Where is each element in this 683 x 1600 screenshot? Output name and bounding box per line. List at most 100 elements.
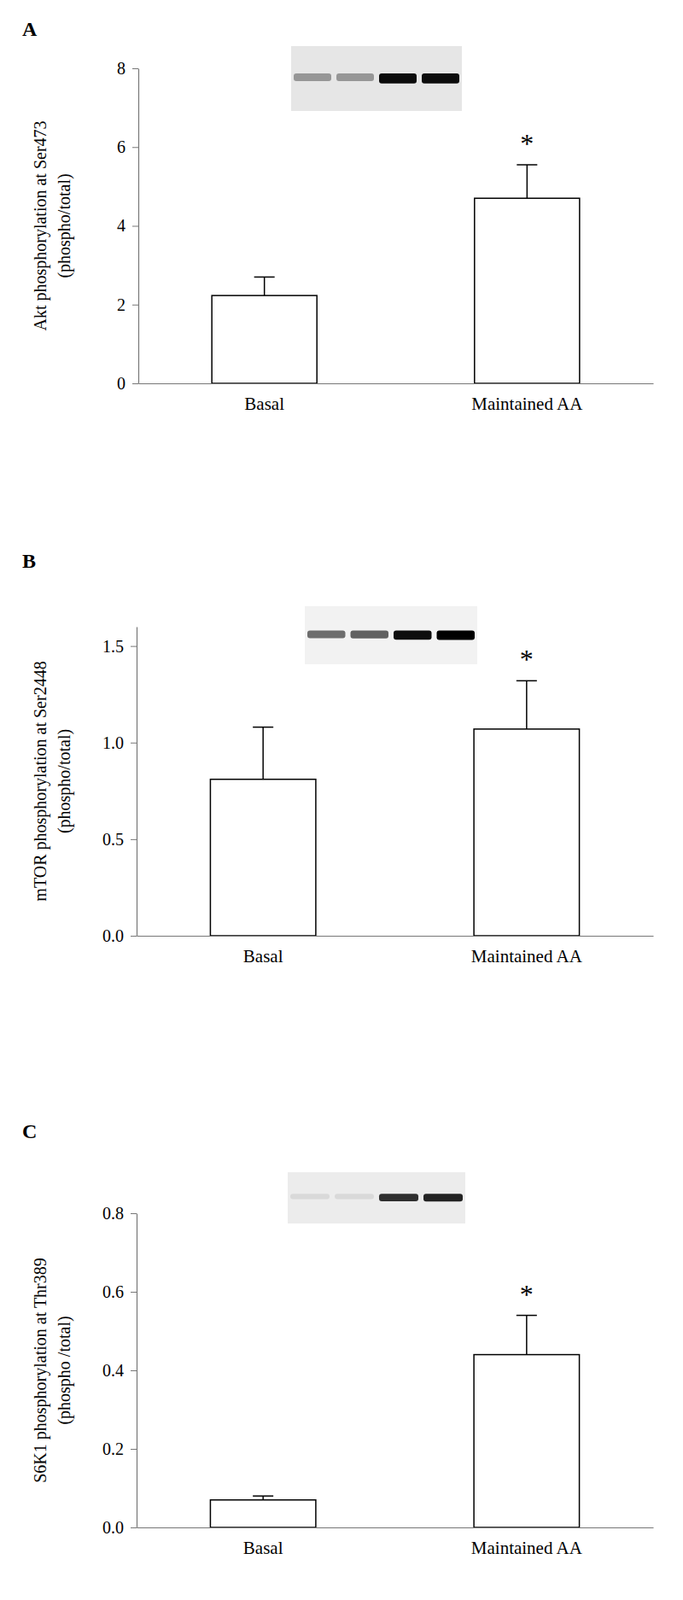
x-tick-label: Maintained AA (471, 393, 584, 415)
error-bar (516, 164, 538, 199)
panel-label: C (22, 1120, 37, 1143)
x-tick: Maintained AA (471, 935, 584, 967)
error-bar (252, 727, 274, 780)
error-cap (516, 1314, 538, 1317)
error-bar (254, 276, 275, 296)
blot-band (307, 630, 346, 639)
y-axis-title: S6K1 phosphorylation at Thr389 (30, 1257, 51, 1483)
error-cap (252, 1494, 274, 1497)
significance-marker: * (519, 643, 534, 675)
y-tick-mark (130, 935, 137, 937)
blot-background (287, 1172, 466, 1224)
y-tick: 1.5 (102, 636, 137, 656)
y-tick: 0.2 (102, 1439, 137, 1459)
error-stem (262, 727, 264, 780)
blot-image (304, 606, 478, 665)
x-tick-label: Maintained AA (471, 945, 584, 967)
y-tick-label: 8 (116, 58, 126, 78)
y-tick: 0.4 (102, 1360, 137, 1380)
y-axis-title: (phospho /total) (54, 1315, 75, 1425)
y-tick: 8 (116, 58, 139, 78)
x-tick: Basal (243, 935, 284, 967)
x-tick-label: Maintained AA (471, 1537, 584, 1559)
y-axis-line (138, 69, 140, 385)
blot-band (290, 1193, 330, 1199)
error-bar (516, 680, 538, 730)
y-tick-label: 1.0 (102, 733, 124, 753)
panel-label: B (22, 549, 36, 573)
y-tick: 0 (116, 373, 139, 393)
panel: B 0.0 0.5 1.0 1.5 Basal Maintained AA mTOR phos… (22, 549, 654, 967)
x-tick: Maintained AA (471, 1527, 584, 1559)
y-tick: 0.6 (102, 1282, 137, 1302)
y-tick-label: 0.5 (102, 829, 124, 849)
error-cap (516, 680, 538, 683)
significance-marker: * (519, 128, 534, 159)
error-stem (526, 164, 529, 199)
x-tick: Maintained AA (471, 383, 584, 415)
x-axis-line (137, 1527, 654, 1529)
y-tick-mark (130, 742, 137, 744)
significance-marker: * (519, 1278, 534, 1310)
y-tick-label: 0.4 (102, 1360, 124, 1380)
bar (210, 779, 316, 936)
error-stem (525, 680, 528, 730)
y-tick: 2 (116, 295, 139, 315)
figure: A 0 2 4 6 8 Basal Maintained AA Akt phosphorylat… (0, 0, 683, 1600)
y-tick-mark (132, 68, 139, 70)
y-axis-title: Akt phosphorylation at Ser473 (30, 120, 51, 331)
error-cap (252, 726, 274, 729)
y-tick: 0.0 (102, 926, 137, 946)
bar (210, 1500, 316, 1528)
error-stem (525, 1315, 528, 1355)
y-tick-mark (130, 839, 137, 841)
y-tick-mark (130, 1370, 137, 1372)
chart-container: A 0 2 4 6 8 Basal Maintained AA Akt phosphorylat… (0, 0, 683, 1600)
y-tick: 1.0 (102, 733, 137, 753)
x-axis: Basal Maintained AA (139, 383, 654, 415)
y-tick-mark (130, 1448, 137, 1450)
panel-label: A (22, 17, 38, 41)
blot-band (437, 630, 476, 641)
blot-band (379, 1193, 419, 1202)
y-tick-label: 1.5 (102, 636, 124, 656)
panel: A 0 2 4 6 8 Basal Maintained AA Akt phosphorylat… (22, 17, 654, 415)
y-tick: 4 (116, 215, 139, 235)
y-tick-mark (130, 1213, 137, 1215)
x-axis-line (139, 383, 654, 385)
bar (474, 198, 580, 384)
y-tick-label: 0.8 (102, 1203, 124, 1223)
y-axis: 0.0 0.5 1.0 1.5 (102, 627, 138, 946)
y-tick-mark (132, 304, 139, 306)
blot-band (421, 73, 460, 84)
blot-band (334, 1193, 374, 1199)
y-tick-label: 0 (116, 373, 126, 393)
y-axis-line (136, 627, 138, 937)
y-tick-label: 4 (116, 215, 126, 235)
y-tick-label: 0.0 (102, 1517, 124, 1537)
plot-area (210, 680, 579, 936)
y-axis-title: mTOR phosphorylation at Ser2448 (30, 660, 51, 901)
x-axis-line (137, 935, 654, 937)
blot-band (423, 1193, 463, 1202)
y-tick-label: 0.2 (102, 1439, 124, 1459)
y-tick-mark (132, 226, 139, 228)
bar (473, 1354, 579, 1528)
x-tick-label: Basal (243, 1537, 284, 1559)
y-tick-label: 2 (116, 295, 126, 315)
blot-band (393, 630, 432, 641)
panel: C 0.0 0.2 0.4 0.6 0.8 Basal Maintained AA S6K1 p… (22, 1120, 654, 1559)
y-tick-mark (132, 383, 139, 385)
x-tick: Basal (244, 383, 285, 415)
y-tick-label: 0.0 (102, 926, 124, 946)
blot-image (291, 46, 462, 111)
bar (473, 729, 579, 936)
y-tick-label: 6 (116, 137, 126, 157)
error-stem (263, 276, 266, 296)
y-tick: 0.8 (102, 1203, 137, 1223)
blot-band (350, 630, 390, 639)
x-tick: Basal (243, 1527, 284, 1559)
x-axis: Basal Maintained AA (137, 1527, 654, 1559)
bar (211, 295, 317, 384)
y-tick: 6 (116, 137, 139, 157)
